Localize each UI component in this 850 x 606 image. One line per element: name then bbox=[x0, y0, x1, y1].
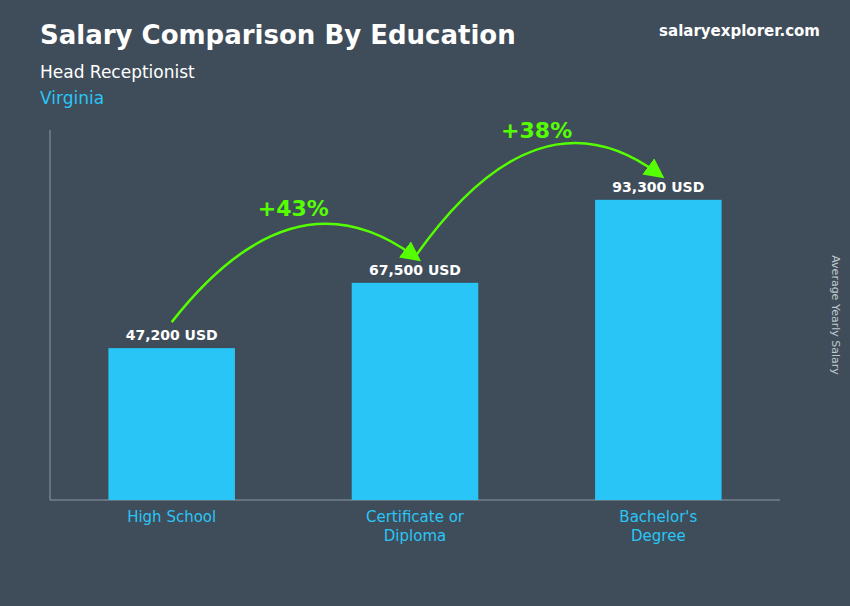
data-label: 47,200 USD bbox=[126, 327, 218, 343]
category-label-line: Certificate or bbox=[366, 508, 465, 526]
bars bbox=[108, 200, 721, 500]
category-label: Bachelor'sDegree bbox=[619, 508, 697, 545]
category-label: Certificate orDiploma bbox=[366, 508, 465, 545]
category-label-line: Diploma bbox=[384, 527, 446, 545]
change-label: +43% bbox=[258, 196, 329, 221]
category-label-line: Degree bbox=[631, 527, 686, 545]
data-label: 67,500 USD bbox=[369, 262, 461, 278]
subtitle: Virginia bbox=[40, 88, 104, 108]
bar bbox=[352, 283, 479, 500]
category-label: High School bbox=[127, 508, 216, 526]
source: salaryexplorer.com bbox=[659, 22, 820, 40]
change-arrow bbox=[415, 143, 658, 257]
data-label: 93,300 USD bbox=[612, 179, 704, 195]
change-label: +38% bbox=[501, 118, 572, 143]
chart-svg: Salary Comparison By Education Head Recep… bbox=[0, 0, 850, 606]
y-axis-line bbox=[50, 130, 51, 500]
change-arrow bbox=[172, 224, 415, 322]
category-label-line: High School bbox=[127, 508, 216, 526]
title: Salary Comparison By Education bbox=[40, 20, 516, 50]
y-axis-label: Average Yearly Salary bbox=[829, 255, 842, 375]
bar bbox=[595, 200, 722, 500]
category-label-line: Bachelor's bbox=[619, 508, 697, 526]
subtitle: Head Receptionist bbox=[40, 62, 195, 82]
bar bbox=[108, 348, 235, 500]
background bbox=[0, 0, 850, 606]
chart-container: Salary Comparison By Education Head Recep… bbox=[0, 0, 850, 606]
